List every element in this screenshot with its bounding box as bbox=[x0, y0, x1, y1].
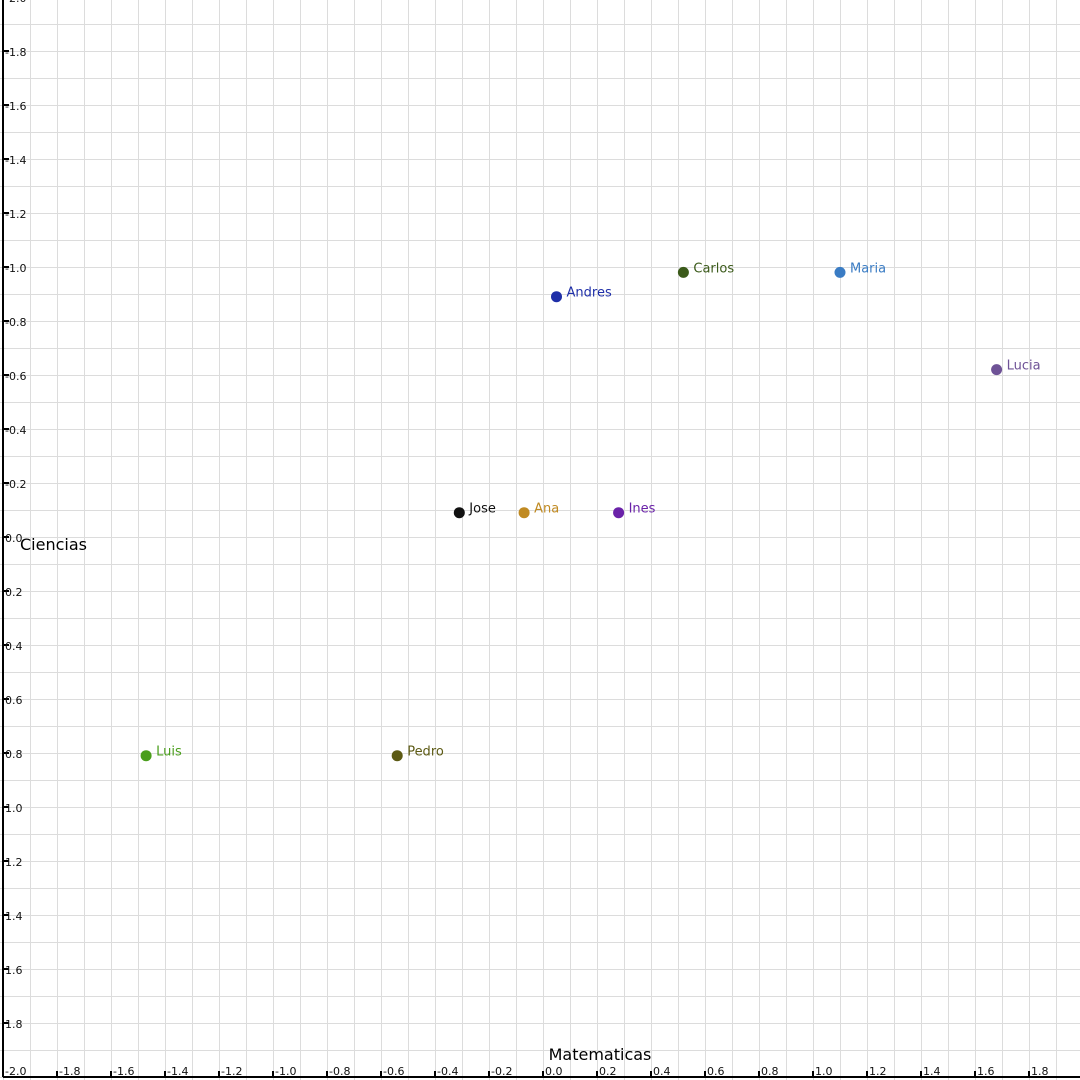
y-tick-label: 0.2 bbox=[5, 586, 23, 599]
y-tick-label: -1.2 bbox=[5, 208, 26, 221]
x-tick-label: 1.6 bbox=[977, 1065, 995, 1078]
y-tick-label: -1.0 bbox=[5, 262, 26, 275]
x-tick-label: -1.0 bbox=[275, 1065, 296, 1078]
y-tick-label: -1.8 bbox=[5, 46, 26, 59]
x-tick-label: 0.8 bbox=[761, 1065, 779, 1078]
x-tick-label: -0.4 bbox=[437, 1065, 458, 1078]
y-axis-title: Ciencias bbox=[20, 535, 87, 554]
y-tick-label: 0.8 bbox=[5, 748, 23, 761]
data-point-label: Ana bbox=[534, 502, 559, 517]
data-point bbox=[613, 507, 625, 519]
x-tick-label: -0.6 bbox=[383, 1065, 404, 1078]
data-point-label: Pedro bbox=[407, 745, 444, 760]
x-tick-label: 0.4 bbox=[653, 1065, 671, 1078]
y-tick-label: 1.0 bbox=[5, 802, 23, 815]
data-point bbox=[140, 750, 152, 762]
y-tick-label: -1.4 bbox=[5, 154, 26, 167]
y-tick-label: 1.2 bbox=[5, 856, 23, 869]
x-tick-label: -1.2 bbox=[221, 1065, 242, 1078]
y-tick-label: -0.6 bbox=[5, 370, 26, 383]
data-point bbox=[677, 266, 689, 278]
x-tick-label: 0.6 bbox=[707, 1065, 725, 1078]
data-point bbox=[518, 507, 530, 519]
data-point-label: Luis bbox=[156, 745, 182, 760]
x-tick-label: -1.4 bbox=[167, 1065, 188, 1078]
data-point-label: Andres bbox=[567, 286, 612, 301]
data-point-label: Maria bbox=[850, 261, 886, 276]
x-tick-label: 1.4 bbox=[923, 1065, 941, 1078]
y-tick-label: 0.6 bbox=[5, 694, 23, 707]
x-tick-label: 1.2 bbox=[869, 1065, 887, 1078]
y-tick-label: -0.4 bbox=[5, 424, 26, 437]
data-point-label: Jose bbox=[468, 502, 496, 517]
data-point bbox=[834, 266, 846, 278]
x-tick-label: 0.2 bbox=[599, 1065, 617, 1078]
y-tick-labels: 1.8 1.6 1.4 1.2 1.0 0.8 0.6 0.4 0.2 0.0 -0.2 -0.4 -0… bbox=[3, 0, 26, 1031]
x-tick-labels: -2.0 -1.8 -1.6 -1.4 -1.2 -1.0 -0.8 -0.6 -0.4 -0.2… bbox=[2, 1065, 1049, 1078]
x-tick-label: 1.8 bbox=[1031, 1065, 1049, 1078]
data-point bbox=[551, 291, 562, 303]
data-point-label: Ines bbox=[629, 502, 656, 517]
data-point-label: Lucia bbox=[1007, 359, 1041, 374]
y-tick-label: -0.2 bbox=[5, 478, 26, 491]
x-tick-label: 1.0 bbox=[815, 1065, 833, 1078]
x-tick-label: -2.0 bbox=[5, 1065, 26, 1078]
data-points: Andres Carlos Maria Lucia Jose Ana Ines Luis Ped… bbox=[140, 261, 1041, 762]
y-tick-label: -2.0 bbox=[5, 0, 26, 5]
x-tick-label: -0.2 bbox=[491, 1065, 512, 1078]
data-point bbox=[991, 364, 1003, 376]
x-tick-label: 0.0 bbox=[545, 1065, 563, 1078]
y-tick-label: 1.6 bbox=[5, 964, 23, 977]
y-tick-label: 1.8 bbox=[5, 1018, 23, 1031]
x-tick-label: -0.8 bbox=[329, 1065, 350, 1078]
y-tick-label: 0.0 bbox=[5, 532, 23, 545]
x-axis-title: Matematicas bbox=[549, 1045, 652, 1064]
y-tick-label: 0.4 bbox=[5, 640, 23, 653]
y-tick-label: 1.4 bbox=[5, 910, 23, 923]
data-point-label: Carlos bbox=[693, 261, 734, 276]
x-tick-label: -1.8 bbox=[59, 1065, 80, 1078]
x-tick-label: -1.6 bbox=[113, 1065, 134, 1078]
data-point bbox=[391, 750, 403, 762]
y-tick-label: -0.8 bbox=[5, 316, 26, 329]
y-tick-label: -1.6 bbox=[5, 100, 26, 113]
data-point bbox=[453, 507, 465, 519]
